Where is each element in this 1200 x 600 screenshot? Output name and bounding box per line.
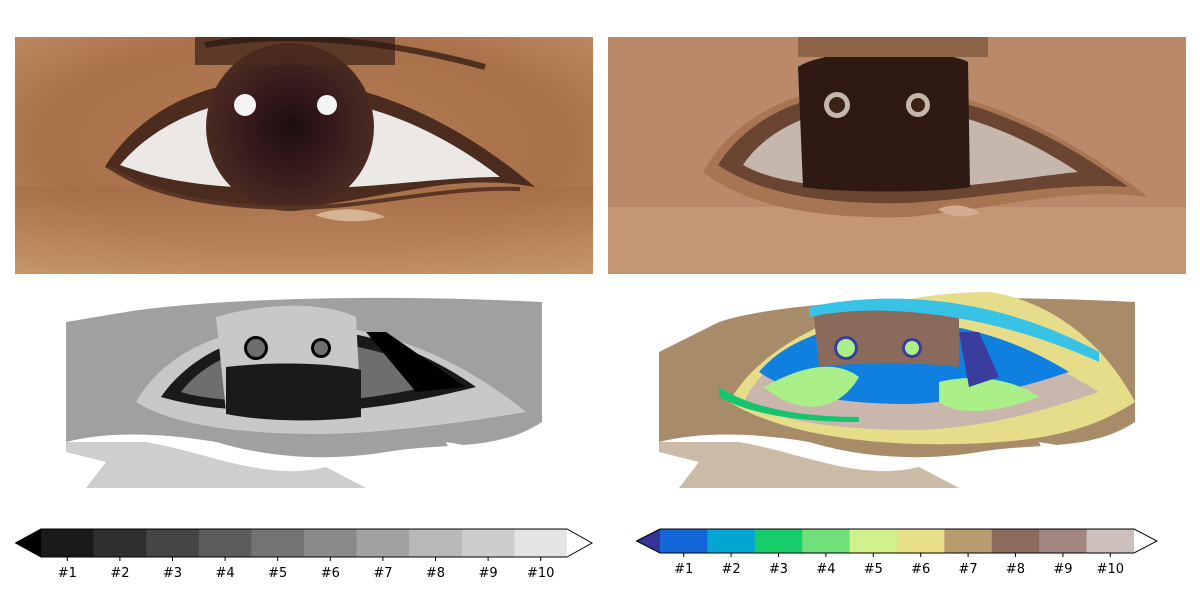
- colormap-label-map: [659, 292, 1135, 488]
- colorbar-segment: [514, 529, 568, 557]
- colorbar-tick-label: #2: [110, 566, 129, 581]
- colorbar-tick-label: #2: [722, 562, 741, 577]
- colorbar-tick-label: #7: [373, 566, 392, 581]
- colorbar-outline: [14, 528, 594, 558]
- gray-colorbar: #1 #2 #3 #4 #5 #6 #7 #8 #9 #10: [14, 528, 594, 588]
- original-eye-photo: [15, 37, 593, 274]
- colorbar-over-extension: [567, 529, 592, 557]
- colorbar-segment: [93, 529, 147, 557]
- colorbar-segment: [802, 529, 851, 553]
- colorbar-segment: [754, 529, 803, 553]
- colorbar-segment: [897, 529, 945, 553]
- colorbar-segment: [251, 529, 305, 557]
- colorbar-tick-label: #8: [1006, 562, 1025, 577]
- colorbar-segment: [660, 529, 708, 553]
- colorbar-segment: [409, 529, 463, 557]
- colorbar-outline: [635, 528, 1159, 554]
- colorbar-segment: [146, 529, 200, 557]
- quantized-eye-photo: [608, 37, 1186, 274]
- colorbar-tick-label: #5: [268, 566, 287, 581]
- colorbar-tick-label: #6: [911, 562, 930, 577]
- colorbar-segment: [991, 529, 1040, 553]
- colorbar-tick-label: #6: [321, 566, 340, 581]
- colorbar-segment: [461, 529, 515, 557]
- colorbar-tick-label: #9: [479, 566, 498, 581]
- colorbar-segment: [1086, 529, 1135, 553]
- colorbar-segment: [944, 529, 993, 553]
- colorbar-segment: [198, 529, 252, 557]
- colorbar-tick-label: #4: [816, 562, 835, 577]
- colorbar-under-extension: [15, 529, 41, 557]
- colorbar-tick-label: #8: [426, 566, 445, 581]
- grayscale-label-map: [66, 292, 542, 488]
- colorbar-tick-label: #3: [769, 562, 788, 577]
- colorbar-segment: [707, 529, 756, 553]
- colorbar-segment: [849, 529, 898, 553]
- colorbar-tick-label: #7: [959, 562, 978, 577]
- colorbar-segment: [41, 529, 95, 557]
- colorbar-tick-label: #1: [58, 566, 77, 581]
- colorbar-tick-label: #10: [1097, 562, 1124, 577]
- colorbar-segment: [304, 529, 358, 557]
- colorbar-tick-label: #5: [864, 562, 883, 577]
- colorbar-segment: [1039, 529, 1088, 553]
- colorbar-segment: [356, 529, 410, 557]
- colorbar-over-extension: [1134, 529, 1157, 553]
- colorbar-tick-label: #3: [163, 566, 182, 581]
- colorbar-tick-label: #1: [674, 562, 693, 577]
- colorbar-tick-label: #9: [1053, 562, 1072, 577]
- colorbar-tick-label: #4: [216, 566, 235, 581]
- colorbar-tick-label: #10: [527, 566, 554, 581]
- terrain-colorbar: #1 #2 #3 #4 #5 #6 #7 #8 #9 #10: [635, 528, 1159, 588]
- colorbar-under-extension: [636, 529, 660, 553]
